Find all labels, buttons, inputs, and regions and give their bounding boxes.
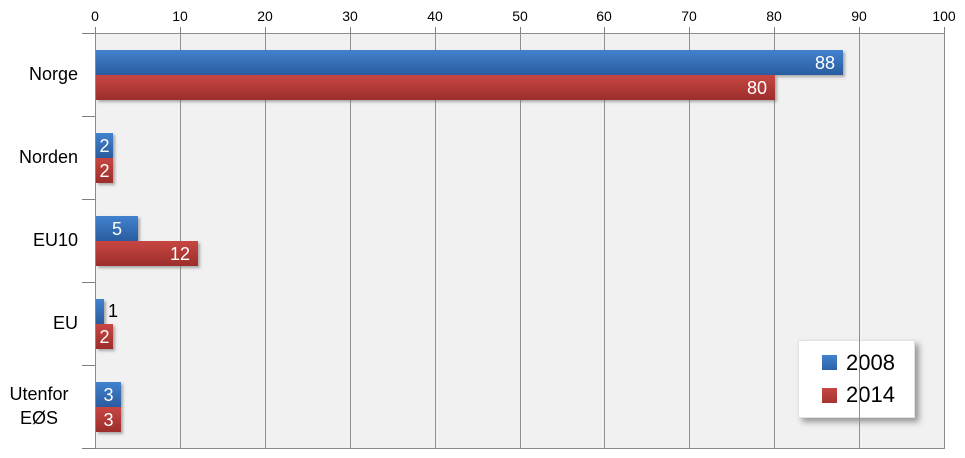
category-label: Utenfor EØS bbox=[9, 384, 69, 428]
legend-color-swatch bbox=[822, 387, 837, 403]
y-axis-tick bbox=[82, 365, 95, 366]
x-axis-tick bbox=[180, 27, 181, 33]
x-axis-label: 70 bbox=[681, 8, 697, 24]
bar-value-label: 2 bbox=[99, 135, 110, 156]
x-axis-tick bbox=[520, 27, 521, 33]
gridline bbox=[265, 34, 266, 448]
bar-2008-norden: 2 bbox=[96, 133, 113, 158]
x-axis-label: 30 bbox=[342, 8, 358, 24]
legend-label: 2014 bbox=[846, 382, 895, 408]
bar-2014-norden: 2 bbox=[96, 158, 113, 183]
category-label: EU10 bbox=[32, 229, 78, 250]
x-axis-tick bbox=[265, 27, 266, 33]
x-axis-tick bbox=[604, 27, 605, 33]
x-axis-tick bbox=[774, 27, 775, 33]
gridline bbox=[859, 34, 860, 448]
x-axis-label: 10 bbox=[172, 8, 188, 24]
bar-value-label: 3 bbox=[103, 409, 114, 430]
x-axis-tick bbox=[859, 27, 860, 33]
gridline bbox=[350, 34, 351, 448]
gridline bbox=[435, 34, 436, 448]
x-axis-label: 100 bbox=[932, 8, 956, 24]
y-axis-tick bbox=[82, 116, 95, 117]
bar-2014-utenfor-e-s: 3 bbox=[96, 407, 121, 432]
bar-value-label: 12 bbox=[169, 243, 190, 264]
category-gutter: EU bbox=[0, 282, 81, 365]
bar-2014-eu: 2 bbox=[96, 324, 113, 349]
gridline bbox=[604, 34, 605, 448]
category-label: EU bbox=[52, 312, 78, 333]
x-axis-tick bbox=[689, 27, 690, 33]
x-axis-label: 90 bbox=[851, 8, 867, 24]
bar-2014-norge: 80 bbox=[96, 75, 775, 100]
legend-item-2014: 2014 bbox=[822, 384, 914, 406]
category-label: Norden bbox=[18, 146, 78, 167]
x-axis-label: 60 bbox=[596, 8, 612, 24]
bar-2008-norge: 88 bbox=[96, 50, 843, 75]
y-axis-tick bbox=[82, 282, 95, 283]
bar-2008-eu10: 5 bbox=[96, 216, 138, 241]
bar-2014-eu10: 12 bbox=[96, 241, 198, 266]
bar-value-label: 2 bbox=[99, 326, 110, 347]
legend-item-2008: 2008 bbox=[822, 349, 914, 375]
x-axis-label: 40 bbox=[427, 8, 443, 24]
bar-value-label: 5 bbox=[111, 218, 122, 239]
y-axis-tick bbox=[82, 448, 95, 449]
category-label: Norge bbox=[28, 63, 78, 84]
x-axis-label: 80 bbox=[766, 8, 782, 24]
bar-value-label: 80 bbox=[746, 77, 767, 98]
gridline bbox=[689, 34, 690, 448]
category-gutter: Norden bbox=[0, 116, 81, 199]
legend-label: 2008 bbox=[846, 349, 895, 375]
legend: 2008 2014 bbox=[798, 340, 915, 418]
x-axis-tick bbox=[95, 27, 96, 33]
y-axis-tick bbox=[82, 199, 95, 200]
x-axis-tick bbox=[944, 27, 945, 33]
x-axis-label: 20 bbox=[257, 8, 273, 24]
gridline bbox=[774, 34, 775, 448]
x-axis-label: 0 bbox=[91, 8, 99, 24]
x-axis-tick bbox=[350, 27, 351, 33]
y-axis-tick bbox=[82, 33, 95, 34]
bar-value-label: 88 bbox=[814, 52, 835, 73]
bar-value-label: 3 bbox=[103, 384, 114, 405]
bar-value-label: 2 bbox=[99, 160, 110, 181]
legend-color-swatch bbox=[822, 355, 837, 371]
bar-2008-eu bbox=[96, 299, 104, 324]
category-gutter: EU10 bbox=[0, 199, 81, 282]
category-gutter: Norge bbox=[0, 33, 81, 116]
bar-2008-utenfor-e-s: 3 bbox=[96, 382, 121, 407]
bar-value-label: 1 bbox=[108, 301, 119, 321]
category-gutter: Utenfor EØS bbox=[0, 365, 81, 448]
x-axis-tick bbox=[435, 27, 436, 33]
x-axis-label: 50 bbox=[512, 8, 528, 24]
gridline bbox=[520, 34, 521, 448]
